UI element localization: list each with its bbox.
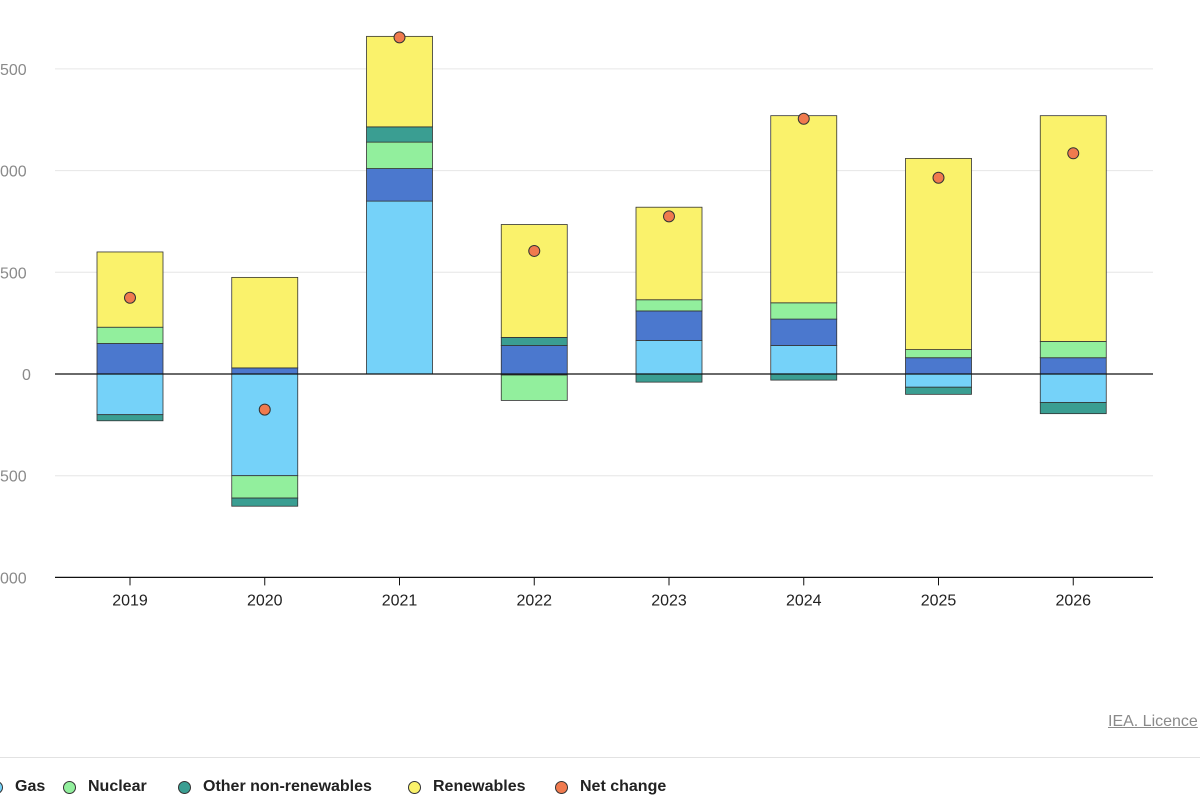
chart: 000 500 0 500 000 500 2019 2020 2021 2022 2023 2024…: [0, 31, 1153, 609]
bar-segment: [366, 35, 433, 128]
bar-segment: [366, 141, 433, 169]
legend-label-gas: Gas: [15, 778, 46, 795]
legend-label-other-non-renewables: Other non-renewables: [203, 778, 372, 795]
net-change-point: [124, 291, 136, 304]
bar-segment: [905, 357, 972, 375]
y-tick-label: 500: [0, 469, 27, 486]
bar-segment: [366, 168, 433, 202]
legend-swatch-nuclear: [63, 780, 76, 794]
y-tick-label: 000: [0, 570, 27, 587]
bar-segment: [96, 343, 164, 375]
net-change-point: [797, 112, 810, 125]
bar-segment: [96, 251, 164, 328]
legend-swatch-other-non-renewables: [178, 780, 191, 794]
legend-label-nuclear: Nuclear: [88, 778, 147, 795]
x-tick-label: 2021: [382, 592, 418, 609]
bar-segment: [635, 310, 703, 341]
bar-segment: [770, 302, 838, 320]
divider: [0, 757, 1200, 758]
bar-segment: [635, 373, 703, 383]
legend-item-renewables[interactable]: Renewables: [408, 778, 525, 796]
x-tick-label: 2025: [921, 592, 957, 609]
bar-segment: [231, 276, 299, 369]
legend-item-net-change[interactable]: Net change: [555, 778, 666, 796]
net-change-point: [258, 403, 271, 416]
bar-segment: [1039, 402, 1107, 415]
bar-segment: [905, 386, 972, 395]
legend-label-net-change: Net change: [580, 778, 667, 795]
bar-segment: [231, 373, 299, 477]
net-change-point: [393, 31, 406, 44]
bar-segment: [770, 345, 838, 375]
bar-segment: [905, 157, 972, 350]
legend-swatch-gas: [0, 780, 3, 794]
legend-swatch-renewables: [408, 780, 421, 794]
bar-segment: [366, 200, 433, 375]
bar-segment: [770, 373, 838, 381]
bar-segment: [366, 126, 433, 143]
legend-item-gas[interactable]: Gas: [0, 778, 45, 796]
y-tick-label: 500: [0, 265, 27, 282]
x-tick-label: 2024: [786, 592, 822, 609]
y-tick-label: 000: [0, 164, 27, 181]
bar-segment: [635, 340, 703, 375]
legend-item-nuclear[interactable]: Nuclear: [63, 778, 147, 796]
y-tick-label: 0: [22, 367, 31, 384]
net-change-point: [528, 244, 541, 257]
x-tick-label: 2023: [651, 592, 687, 609]
net-change-point: [1067, 147, 1080, 160]
net-change-point: [932, 171, 945, 184]
legend-swatch-net-change: [555, 780, 568, 794]
bar-segment: [500, 224, 568, 338]
legend-label-renewables: Renewables: [433, 778, 526, 795]
bar-segment: [770, 115, 838, 304]
bar-segment: [231, 497, 299, 507]
bar-segment: [96, 414, 164, 422]
bar-segment: [500, 374, 568, 401]
x-tick-label: 2026: [1055, 592, 1091, 609]
bar-segment: [905, 373, 972, 388]
bar-segment: [231, 475, 299, 499]
bar-segment: [635, 299, 703, 312]
bar-segment: [96, 373, 164, 416]
y-tick-label: 500: [0, 62, 27, 79]
bar-segment: [231, 367, 299, 375]
bar-segment: [1039, 357, 1107, 375]
x-tick-label: 2022: [516, 592, 552, 609]
bar-segment: [635, 206, 703, 301]
credit-link[interactable]: IEA. Licence: [1108, 713, 1198, 730]
bar-segment: [96, 326, 164, 344]
legend-item-other-non-renewables[interactable]: Other non-renewables: [178, 778, 372, 796]
bar-segment: [770, 318, 838, 346]
bar-segment: [1039, 341, 1107, 359]
x-tick-label: 2020: [247, 592, 283, 609]
net-change-point: [663, 210, 675, 223]
bar-segment: [500, 345, 568, 375]
bar-segment: [1039, 373, 1107, 403]
bar-segment: [500, 336, 568, 346]
bar-segment: [905, 349, 972, 359]
x-tick-label: 2019: [112, 592, 148, 609]
